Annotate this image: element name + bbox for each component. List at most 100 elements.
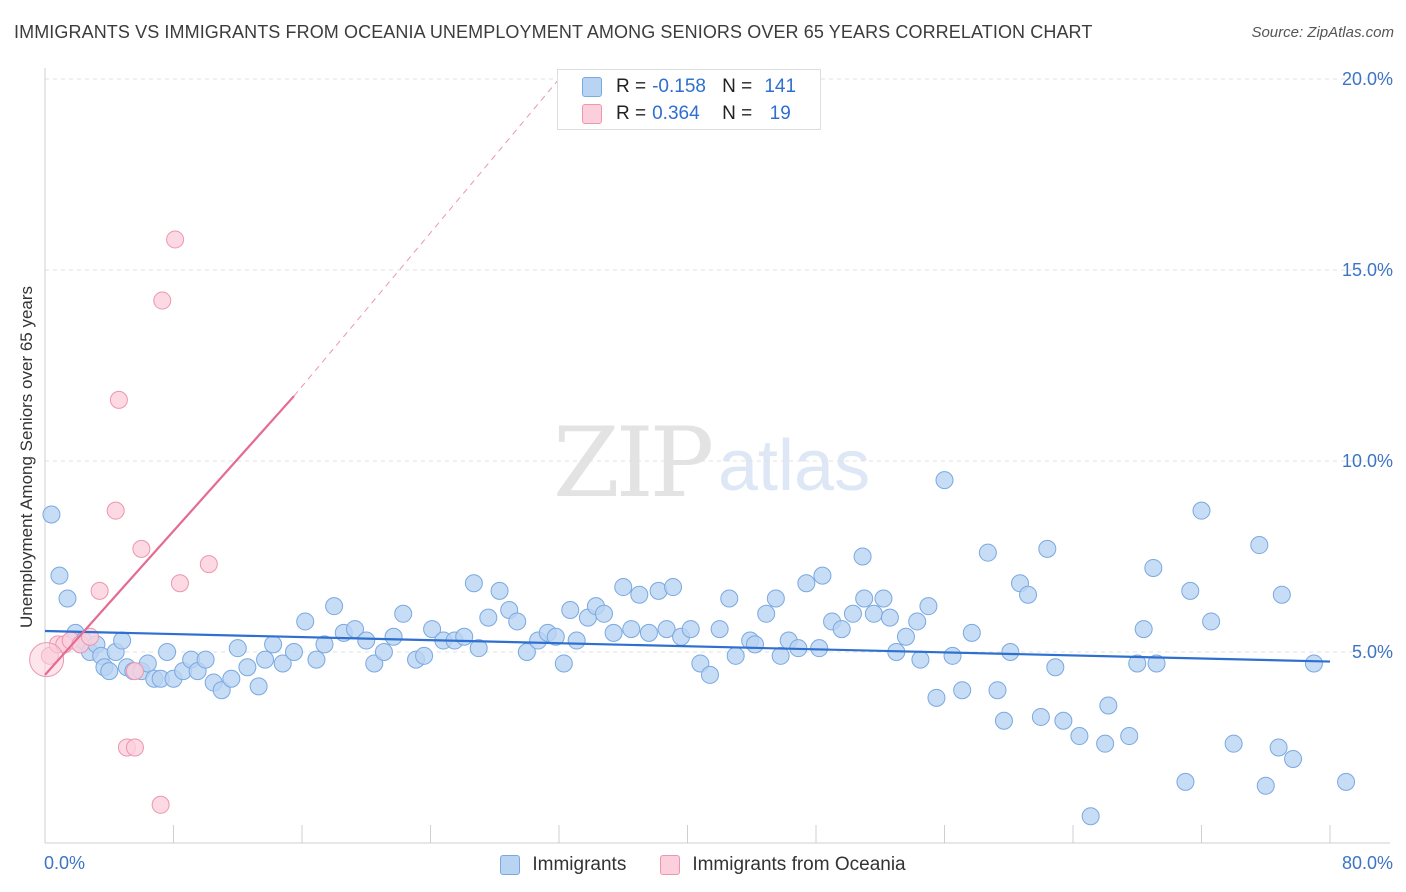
- immigrants-point: [1134, 620, 1153, 639]
- immigrants-point: [464, 574, 483, 593]
- immigrants-point: [455, 627, 474, 646]
- immigrants-point: [664, 578, 683, 597]
- immigrants-point: [249, 677, 268, 696]
- immigrants-point: [479, 608, 498, 627]
- immigrants-point: [1337, 772, 1356, 791]
- immigrants-point: [307, 650, 326, 669]
- immigrants-point: [561, 600, 580, 619]
- immigrants-point: [1181, 581, 1200, 600]
- immigrants-point: [113, 631, 132, 650]
- immigrants-point: [100, 662, 119, 681]
- immigrants-point: [855, 589, 874, 608]
- immigrants-point: [273, 654, 292, 673]
- immigrants-point: [1031, 707, 1050, 726]
- oceania-point: [90, 581, 109, 600]
- immigrants-point: [1304, 654, 1323, 673]
- immigrants-point: [1147, 654, 1166, 673]
- y-tick-label: 20.0%: [1342, 69, 1393, 89]
- x-tick-label: 0.0%: [44, 853, 85, 873]
- legend-n-value: 141: [764, 76, 797, 97]
- immigrants-point: [394, 604, 413, 623]
- immigrants-point: [1046, 658, 1065, 677]
- immigrants-point: [745, 635, 764, 654]
- immigrants-point: [325, 597, 344, 616]
- immigrants-point: [490, 581, 509, 600]
- immigrants-point: [681, 620, 700, 639]
- immigrants-point: [296, 612, 315, 631]
- immigrants-point: [1054, 711, 1073, 730]
- immigrants-point: [757, 604, 776, 623]
- immigrants-point: [962, 623, 981, 642]
- legend-n-label: N =: [722, 103, 753, 124]
- immigrants-point: [614, 578, 633, 597]
- legend-item-immigrants[interactable]: Immigrants: [500, 854, 626, 876]
- immigrants-point: [700, 665, 719, 684]
- axis-layer: [44, 68, 1390, 844]
- oceania-point: [132, 539, 151, 558]
- immigrants-point: [994, 711, 1013, 730]
- immigrants-point: [1256, 776, 1275, 795]
- immigrants-point: [58, 589, 77, 608]
- immigrants-point: [1176, 772, 1195, 791]
- immigrants-point: [864, 604, 883, 623]
- immigrants-point: [710, 620, 729, 639]
- immigrants-point: [1120, 727, 1139, 746]
- y-tick-label: 5.0%: [1352, 642, 1393, 662]
- legend-n-value: 19: [769, 103, 791, 124]
- immigrants-point: [1038, 539, 1057, 558]
- oceania-point: [170, 574, 189, 593]
- immigrants-point: [1099, 696, 1118, 715]
- immigrants-point: [726, 646, 745, 665]
- oceania-swatch: [582, 104, 602, 124]
- oceania-point: [29, 642, 65, 678]
- y-axis-title: Unemployment Among Seniors over 65 years: [17, 285, 36, 629]
- grid-layer: [45, 78, 1390, 653]
- oceania-swatch: [660, 855, 681, 875]
- immigrants-point: [927, 688, 946, 707]
- immigrants-point: [256, 650, 275, 669]
- oceania-point: [106, 501, 125, 520]
- immigrants-point: [1128, 654, 1147, 673]
- immigrants-point: [988, 681, 1007, 700]
- immigrants-point: [604, 623, 623, 642]
- immigrants-point: [1001, 643, 1020, 661]
- immigrants-point: [212, 681, 231, 700]
- x-tick-label: 80.0%: [1342, 853, 1393, 873]
- immigrants-point: [415, 646, 434, 665]
- immigrants-point: [508, 612, 527, 631]
- legend-label-immigrants: Immigrants: [532, 854, 627, 875]
- legend-label-oceania: Immigrants from Oceania: [692, 854, 906, 875]
- immigrants-point: [1081, 807, 1100, 826]
- immigrants-point: [880, 608, 899, 627]
- watermark-zip: ZIP: [553, 407, 714, 519]
- legend-r-label: R =: [616, 76, 647, 97]
- legend-row-oceania: R = 0.364 N = 19: [582, 102, 800, 126]
- immigrants-swatch: [500, 855, 521, 875]
- immigrants-point: [357, 631, 376, 650]
- immigrants-point: [423, 620, 442, 639]
- immigrants-point: [284, 643, 303, 661]
- oceania-point: [125, 738, 144, 757]
- immigrants-point: [1070, 727, 1089, 746]
- immigrants-point: [639, 623, 658, 642]
- immigrants-point: [1192, 501, 1211, 520]
- legend-item-oceania[interactable]: Immigrants from Oceania: [660, 854, 906, 876]
- immigrants-point: [50, 566, 69, 585]
- oceania-points: [29, 230, 218, 814]
- immigrants-point: [1284, 749, 1303, 768]
- immigrants-point: [222, 669, 241, 688]
- immigrants-point: [365, 654, 384, 673]
- immigrants-point: [797, 574, 816, 593]
- immigrants-point: [1272, 585, 1291, 604]
- legend-r-value: -0.158: [652, 76, 706, 97]
- immigrants-swatch: [582, 77, 602, 97]
- immigrants-point: [720, 589, 739, 608]
- immigrants-point: [374, 643, 393, 661]
- correlation-legend: R = -0.158 N = 141 R = 0.364 N = 19: [557, 69, 821, 130]
- immigrants-point: [546, 627, 565, 646]
- immigrants-point: [264, 635, 283, 654]
- immigrants-point: [935, 471, 954, 490]
- immigrants-point: [315, 635, 334, 654]
- oceania-trend-extension: [293, 78, 560, 397]
